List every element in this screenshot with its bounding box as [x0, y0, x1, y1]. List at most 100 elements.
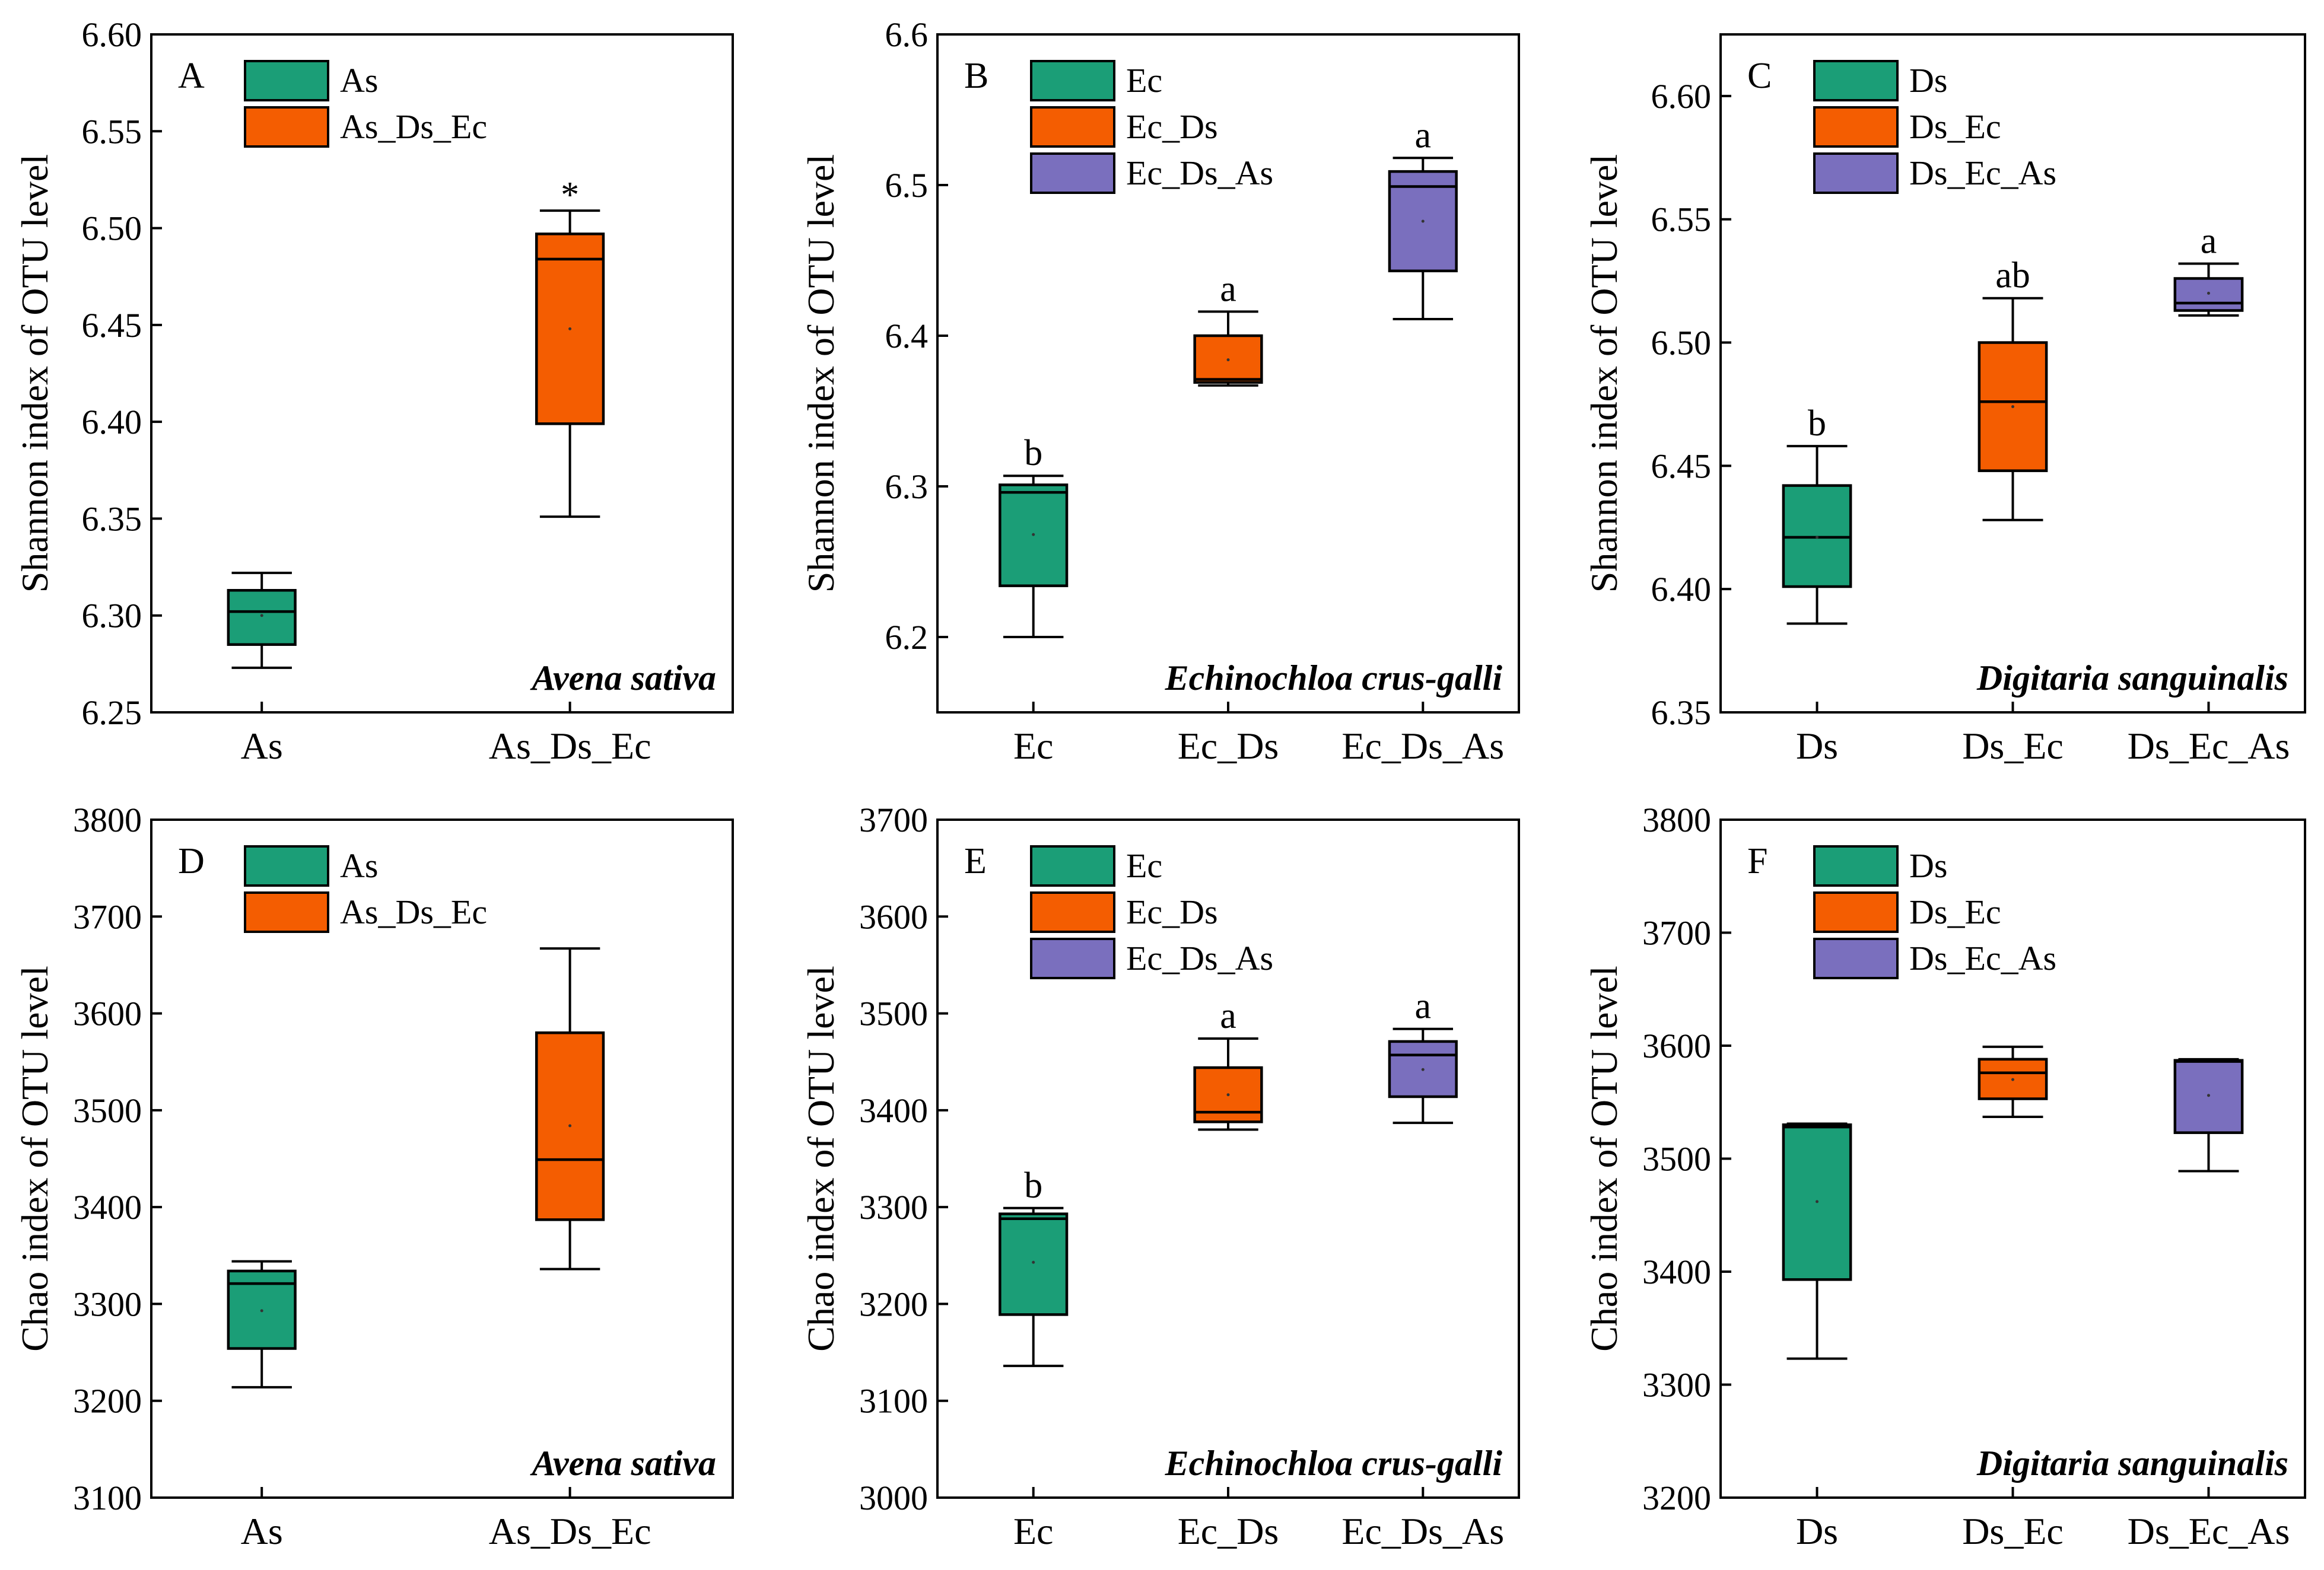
panel-letter: D — [178, 841, 205, 881]
x-category-label: As_Ds_Ec — [489, 725, 651, 767]
x-category-label: Ds_Ec_As — [2128, 1510, 2290, 1552]
x-category-label: Ec_Ds — [1178, 725, 1279, 767]
legend-label: Ec_Ds — [1126, 107, 1218, 146]
species-label: Digitaria sanguinalis — [1976, 658, 2288, 698]
y-axis-label: Chao index of OTU level — [1583, 966, 1625, 1352]
x-category-label: Ds_Ec — [1962, 1510, 2064, 1552]
y-tick-label: 3700 — [859, 801, 928, 839]
mean-point — [1421, 1068, 1425, 1071]
significance-label: b — [1024, 1165, 1042, 1206]
legend-swatch — [1030, 152, 1115, 194]
legend-swatch — [1813, 845, 1899, 887]
y-tick-label: 6.35 — [1651, 693, 1712, 732]
box-ds-ec: ab — [1978, 256, 2048, 521]
y-tick-label: 6.55 — [1651, 200, 1712, 239]
plot-frame — [936, 819, 1520, 1499]
y-axis-label: Shannon index of OTU level — [1583, 154, 1625, 593]
mean-point — [1421, 219, 1425, 223]
y-tick-label: 3700 — [73, 897, 142, 936]
y-tick-label: 3600 — [1642, 1027, 1711, 1065]
mean-point — [2207, 291, 2210, 295]
mean-point — [1816, 536, 1819, 539]
box-ds: b — [1782, 403, 1852, 625]
panel-a: 6.25 6.30 6.35 6.40 6.45 6.50 6.55 6.60 Shannon … — [14, 15, 734, 767]
y-tick-label: 3800 — [73, 801, 142, 839]
y-tick-label: 6.25 — [82, 693, 142, 732]
legend: Ds Ds_Ec Ds_Ec_As — [1813, 60, 2056, 194]
y-tick-label: 3500 — [1642, 1140, 1711, 1179]
panel-d: 3100 3200 3300 3400 3500 3600 3700 3800 Chao ind… — [14, 801, 734, 1552]
box-as-ds-ec: * — [535, 175, 605, 518]
box-ec: b — [999, 1165, 1069, 1367]
x-category-label: Ds — [1796, 1510, 1838, 1552]
y-tick-label: 3500 — [73, 1091, 142, 1130]
significance-label: * — [561, 175, 579, 215]
box-ec-ds: a — [1193, 269, 1263, 387]
y-tick-label: 3100 — [859, 1382, 928, 1421]
y-tick-label: 3300 — [1642, 1366, 1711, 1405]
mean-point — [568, 1124, 572, 1128]
y-axis-label: Shannon index of OTU level — [800, 154, 842, 593]
mean-point — [2207, 1094, 2210, 1097]
plot-frame — [150, 33, 734, 714]
x-category-label: As — [241, 1510, 283, 1552]
plot-frame — [150, 819, 734, 1499]
y-tick-label: 3200 — [1642, 1479, 1711, 1517]
mean-point — [2011, 405, 2014, 409]
y-tick-label: 6.50 — [82, 209, 142, 248]
legend-swatch — [244, 845, 329, 887]
legend-label: As_Ds_Ec — [340, 893, 487, 931]
legend: Ec Ec_Ds Ec_Ds_As — [1030, 60, 1273, 194]
y-tick-label: 3100 — [73, 1479, 142, 1517]
y-tick-label: 3200 — [859, 1285, 928, 1323]
legend-swatch — [1030, 106, 1115, 148]
x-category-label: Ds_Ec — [1962, 725, 2064, 767]
legend-swatch — [1030, 845, 1115, 887]
mean-point — [2011, 1078, 2014, 1081]
legend-label: As — [340, 846, 378, 885]
x-category-label: Ec_Ds — [1178, 1510, 1279, 1552]
legend-swatch — [1030, 938, 1115, 979]
x-category-label: Ec_Ds_As — [1341, 725, 1504, 767]
y-tick-label: 6.40 — [82, 403, 142, 441]
box-ec-ds-as: a — [1388, 986, 1458, 1125]
legend-label: Ds_Ec_As — [1909, 939, 2056, 977]
legend-label: Ec_Ds_As — [1126, 939, 1273, 977]
y-axis-label: Chao index of OTU level — [800, 966, 842, 1352]
legend-label: Ds_Ec_As — [1909, 154, 2056, 192]
y-tick-label: 3400 — [859, 1091, 928, 1130]
legend-label: As — [340, 61, 378, 100]
panel-c: 6.35 6.40 6.45 6.50 6.55 6.60 Shannon index of… — [1583, 33, 2306, 767]
y-tick-label: 6.45 — [82, 306, 142, 345]
legend: Ds Ds_Ec Ds_Ec_As — [1813, 845, 2056, 979]
significance-label: a — [1415, 115, 1432, 155]
mean-point — [260, 614, 263, 617]
mean-point — [260, 1309, 263, 1313]
legend-swatch — [1813, 152, 1899, 194]
species-label: Echinochloa crus-galli — [1165, 1444, 1503, 1483]
panel-letter: B — [964, 56, 988, 96]
y-tick-label: 6.60 — [82, 15, 142, 54]
y-tick-label: 3600 — [859, 897, 928, 936]
y-tick-label: 6.6 — [885, 15, 929, 54]
mean-point — [568, 327, 572, 330]
mean-point — [1032, 1260, 1035, 1264]
x-category-label: As_Ds_Ec — [489, 1510, 651, 1552]
legend-swatch — [1813, 106, 1899, 148]
x-category-label: Ec — [1013, 1510, 1054, 1552]
significance-label: a — [1220, 269, 1236, 309]
y-tick-label: 6.55 — [82, 112, 142, 151]
mean-point — [1032, 533, 1035, 536]
legend-swatch — [1030, 891, 1115, 933]
box-as — [227, 571, 297, 669]
species-label: Digitaria sanguinalis — [1976, 1444, 2288, 1483]
x-category-label: Ec_Ds_As — [1341, 1510, 1504, 1552]
y-axis-label: Chao index of OTU level — [14, 966, 56, 1352]
iqr-box — [227, 589, 297, 646]
species-label: Avena sativa — [529, 1444, 716, 1483]
box-ec: b — [999, 433, 1069, 638]
y-tick-label: 3400 — [1642, 1253, 1711, 1291]
panel-f: 3200 3300 3400 3500 3600 3700 3800 Chao index o… — [1583, 801, 2306, 1552]
legend-label: Ds_Ec — [1909, 107, 2001, 146]
